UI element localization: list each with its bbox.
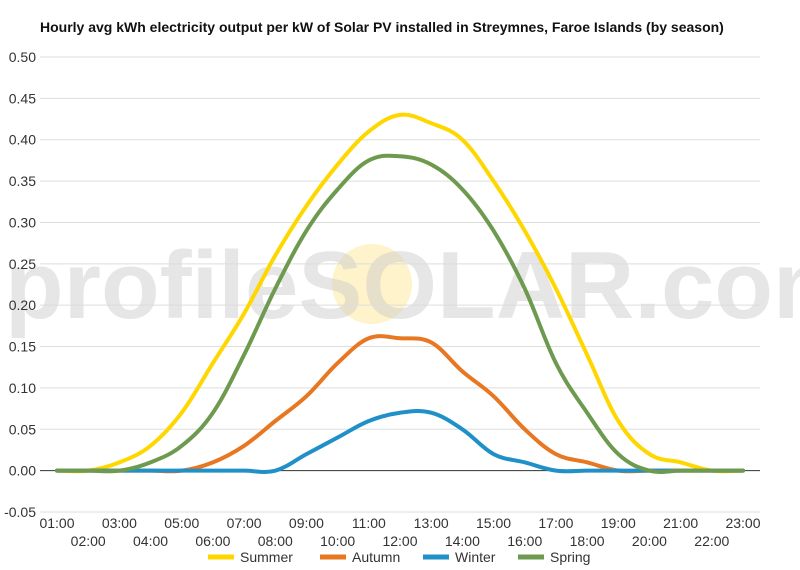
x-tick-label: 18:00: [570, 533, 605, 549]
x-tick-label: 03:00: [102, 515, 137, 531]
x-tick-label: 20:00: [632, 533, 667, 549]
x-tick-label: 16:00: [507, 533, 542, 549]
y-tick-label: 0.30: [9, 214, 36, 230]
x-tick-label: 10:00: [320, 533, 355, 549]
x-tick-label: 22:00: [694, 533, 729, 549]
watermark: profileSOLAR.com: [5, 232, 800, 339]
x-tick-label: 14:00: [445, 533, 480, 549]
x-tick-label: 07:00: [227, 515, 262, 531]
x-tick-label: 11:00: [352, 515, 386, 531]
legend: Summer Autumn Winter Spring: [208, 549, 590, 565]
x-tick-label: 23:00: [725, 515, 760, 531]
x-tick-label: 19:00: [601, 515, 636, 531]
x-tick-label: 12:00: [382, 533, 417, 549]
x-tick-label: 02:00: [71, 533, 106, 549]
x-tick-label: 06:00: [195, 533, 230, 549]
y-tick-label: 0.05: [9, 421, 36, 437]
legend-label-autumn: Autumn: [352, 549, 400, 565]
chart-title: Hourly avg kWh electricity output per kW…: [40, 19, 724, 35]
y-tick-label: 0.25: [9, 256, 36, 272]
y-tick-label: 0.15: [9, 339, 36, 355]
series-line-autumn: [55, 334, 745, 474]
series-line-spring: [55, 153, 745, 474]
x-tick-label: 15:00: [476, 515, 511, 531]
y-tick-label: 0.10: [9, 380, 36, 396]
legend-label-winter: Winter: [455, 549, 496, 565]
x-tick-label: 21:00: [663, 515, 698, 531]
y-tick-label: 0.00: [9, 463, 36, 479]
legend-label-summer: Summer: [240, 549, 293, 565]
x-tick-label: 17:00: [538, 515, 573, 531]
y-tick-label: 0.45: [9, 90, 36, 106]
series-line-summer: [55, 112, 745, 474]
x-tick-label: 13:00: [414, 515, 449, 531]
x-tick-label: 05:00: [164, 515, 199, 531]
series-line-winter: [55, 409, 745, 474]
x-tick-label: 09:00: [289, 515, 324, 531]
y-tick-label: 0.35: [9, 173, 36, 189]
y-tick-label: 0.50: [9, 49, 36, 65]
y-tick-label: 0.20: [9, 297, 36, 313]
x-tick-label: 08:00: [258, 533, 293, 549]
y-tick-label: 0.40: [9, 132, 36, 148]
y-tick-label: -0.05: [4, 504, 36, 520]
x-tick-label: 04:00: [133, 533, 168, 549]
x-tick-label: 01:00: [39, 515, 74, 531]
legend-label-spring: Spring: [550, 549, 590, 565]
watermark-text: profileSOLAR.com: [5, 232, 800, 339]
